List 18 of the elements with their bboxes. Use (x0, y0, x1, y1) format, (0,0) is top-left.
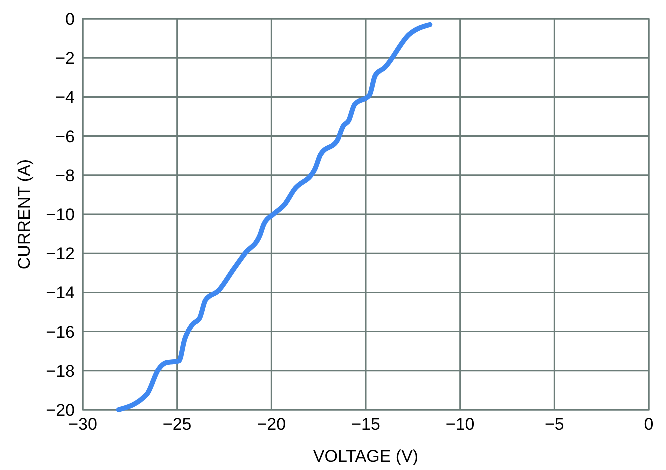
y-tick-label: −2 (56, 49, 75, 68)
y-tick-label: −4 (56, 88, 75, 108)
y-tick-label: −6 (56, 127, 75, 146)
y-tick-label: 0 (66, 10, 75, 29)
x-tick-label: 0 (644, 415, 654, 434)
x-axis-title: VOLTAGE (V) (313, 447, 419, 466)
y-tick-label: −12 (46, 244, 75, 264)
y-tick-label: −16 (46, 322, 75, 342)
y-axis-title: CURRENT (A) (15, 159, 34, 270)
x-tick-label: −10 (446, 415, 475, 434)
y-tick-label: −8 (56, 166, 75, 186)
x-tick-label: −15 (352, 415, 380, 434)
y-tick-label: −14 (46, 284, 75, 303)
x-tick-label: −25 (162, 415, 192, 434)
x-tick-label: −20 (257, 415, 286, 434)
y-tick-label: −18 (46, 362, 75, 381)
x-tick-label: −5 (544, 415, 564, 434)
y-tick-label: −10 (46, 205, 75, 224)
